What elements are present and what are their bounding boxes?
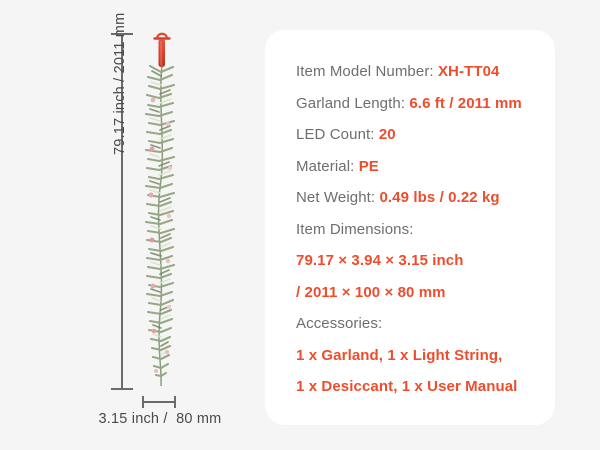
- width-tick-right: [174, 396, 176, 408]
- height-tick-top: [111, 33, 133, 35]
- spec-row-net-weight: Net Weight: 0.49 lbs / 0.22 kg: [296, 182, 555, 214]
- height-tick-bottom: [111, 388, 133, 390]
- spec-label: Material:: [296, 157, 359, 175]
- spec-label: Accessories:: [296, 315, 383, 332]
- width-dimension-label: 3.15 inch / 80 mm: [98, 411, 222, 427]
- berry-clusters: [148, 97, 173, 373]
- spec-row-accessories-label: Accessories:: [296, 308, 555, 340]
- spec-label: LED Count:: [296, 126, 379, 143]
- specification-card: Item Model Number: XH-TT04 Garland Lengt…: [265, 30, 555, 425]
- spec-dimensions-mm: / 2011 × 100 × 80 mm: [296, 283, 446, 301]
- spec-label: Garland Length:: [296, 94, 410, 112]
- spec-value: 0.49 lbs / 0.22 kg: [379, 189, 500, 206]
- spec-dimensions-inch: 79.17 × 3.94 × 3.15 inch: [296, 252, 464, 269]
- spec-accessories-line-1: 1 x Garland, 1 x Light String,: [296, 346, 503, 364]
- spec-value: PE: [358, 157, 379, 175]
- spec-value: XH-TT04: [437, 63, 500, 80]
- spec-row-item-dimensions-label: Item Dimensions:: [296, 214, 555, 246]
- spec-value: 6.6 ft / 2011 mm: [409, 94, 522, 112]
- garland-product-image: [132, 28, 194, 390]
- spec-label: Item Model Number:: [296, 63, 438, 80]
- hanging-loop-icon: [153, 32, 171, 40]
- product-dimension-panel: 79.17 inch / 2011 mm 3.15 inch / 80 mm: [0, 0, 265, 450]
- spec-accessories-line-2: 1 x Desiccant, 1 x User Manual: [296, 378, 518, 395]
- spec-row-garland-length: Garland Length: 6.6 ft / 2011 mm: [296, 88, 555, 120]
- spec-label: Net Weight:: [296, 189, 380, 206]
- spec-row-model: Item Model Number: XH-TT04: [296, 56, 555, 88]
- width-tick-left: [142, 396, 144, 408]
- spec-row-led-count: LED Count: 20: [296, 119, 555, 151]
- height-dimension-line: 79.17 inch / 2011 mm: [111, 13, 133, 390]
- height-dimension-label: 79.17 inch / 2011 mm: [112, 12, 128, 155]
- spec-value: 20: [378, 126, 396, 143]
- spec-label: Item Dimensions:: [296, 220, 414, 238]
- spec-row-material: Material: PE: [296, 151, 555, 183]
- width-dimension-line: [142, 396, 176, 408]
